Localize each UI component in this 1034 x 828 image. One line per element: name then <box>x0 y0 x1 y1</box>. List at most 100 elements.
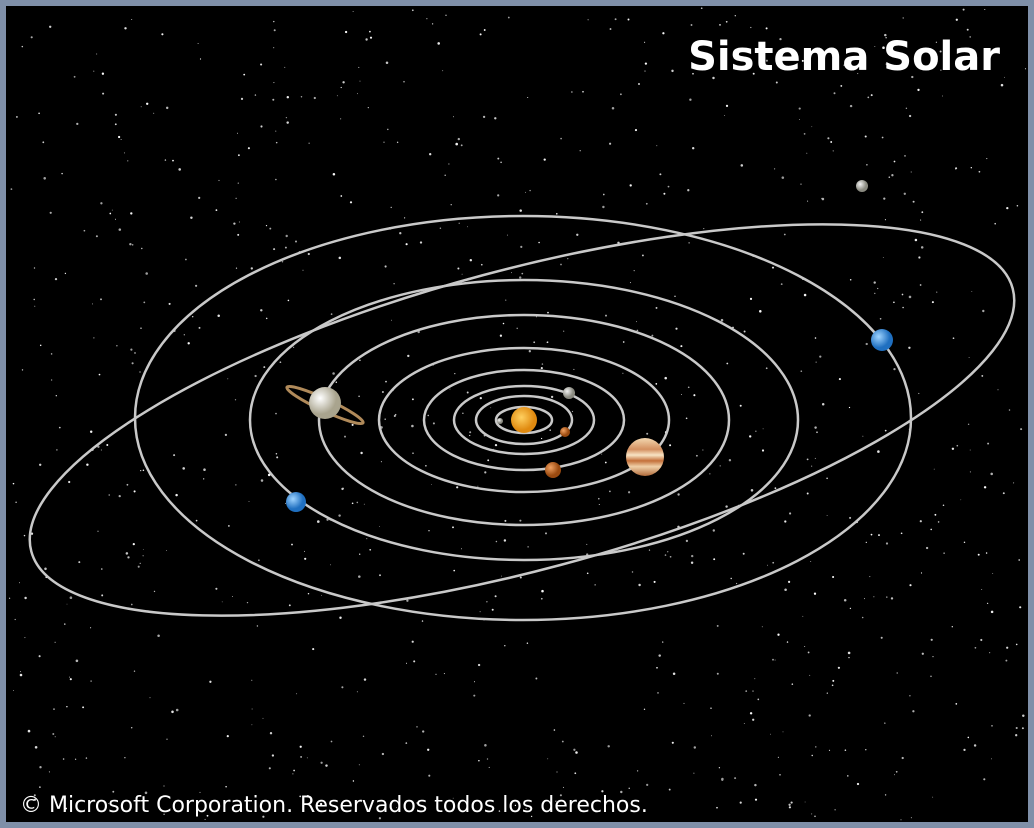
star <box>317 520 320 523</box>
star <box>656 145 657 146</box>
star <box>883 257 884 258</box>
star <box>490 407 491 408</box>
star <box>751 489 754 492</box>
star <box>444 175 446 177</box>
star <box>992 573 993 574</box>
star <box>529 350 531 352</box>
star <box>659 173 661 175</box>
star <box>656 307 658 309</box>
star <box>364 678 366 680</box>
star <box>127 484 129 486</box>
star <box>635 129 637 131</box>
star <box>595 584 596 585</box>
star <box>952 626 953 627</box>
star <box>239 222 240 223</box>
page: Sistema Solar © Microsoft Corporation. R… <box>0 0 1034 828</box>
star <box>15 502 17 504</box>
star <box>902 307 904 309</box>
star <box>480 397 482 399</box>
star <box>909 584 911 586</box>
star <box>115 219 116 220</box>
star <box>309 143 310 144</box>
star <box>293 770 295 772</box>
star <box>770 734 771 735</box>
star <box>749 435 751 437</box>
star <box>121 139 122 140</box>
star <box>269 228 271 230</box>
star <box>339 617 341 619</box>
star <box>970 471 971 472</box>
star <box>788 804 790 806</box>
star <box>484 744 487 747</box>
star <box>307 757 308 758</box>
star <box>717 673 719 675</box>
star <box>1025 68 1026 69</box>
star <box>541 367 543 369</box>
star <box>805 802 806 803</box>
star <box>505 300 506 301</box>
star <box>845 749 847 751</box>
star <box>713 529 715 531</box>
star <box>422 620 423 621</box>
star <box>76 660 79 663</box>
star <box>407 355 409 357</box>
star <box>24 637 25 638</box>
star <box>251 267 253 269</box>
star <box>885 794 886 795</box>
star <box>233 222 235 224</box>
star <box>365 38 367 40</box>
star <box>527 97 528 98</box>
star <box>1005 660 1007 662</box>
star <box>762 626 763 627</box>
star <box>127 556 129 558</box>
star <box>276 456 278 458</box>
star <box>991 611 994 614</box>
star <box>587 573 589 575</box>
star <box>772 562 774 564</box>
star <box>656 667 658 669</box>
star <box>943 504 945 506</box>
star <box>258 559 259 560</box>
star <box>920 284 922 286</box>
star <box>266 225 267 226</box>
star <box>620 93 622 95</box>
star <box>883 197 885 199</box>
star <box>915 239 918 242</box>
star <box>934 514 936 516</box>
star <box>535 678 537 680</box>
star <box>43 177 46 180</box>
star <box>51 379 52 380</box>
star <box>336 381 337 382</box>
star <box>610 28 612 30</box>
star <box>921 211 923 213</box>
star <box>412 398 414 400</box>
star <box>470 259 472 261</box>
star <box>64 623 65 624</box>
star <box>869 576 870 577</box>
star <box>97 531 98 532</box>
star <box>260 63 262 65</box>
star <box>955 703 957 705</box>
star <box>198 197 200 199</box>
star <box>411 425 414 428</box>
star <box>646 784 648 786</box>
star <box>521 273 523 275</box>
star <box>900 819 901 820</box>
star <box>997 389 998 390</box>
star <box>440 228 441 229</box>
star <box>938 521 940 523</box>
star <box>266 318 268 320</box>
star <box>896 771 898 773</box>
star <box>663 193 665 195</box>
star <box>778 757 779 758</box>
star <box>541 438 542 439</box>
star <box>638 584 640 586</box>
star <box>622 373 623 374</box>
star <box>331 741 333 743</box>
star <box>903 17 904 18</box>
star <box>251 680 252 681</box>
star <box>711 735 712 736</box>
star <box>68 481 70 483</box>
star <box>352 424 354 426</box>
star <box>670 556 672 558</box>
